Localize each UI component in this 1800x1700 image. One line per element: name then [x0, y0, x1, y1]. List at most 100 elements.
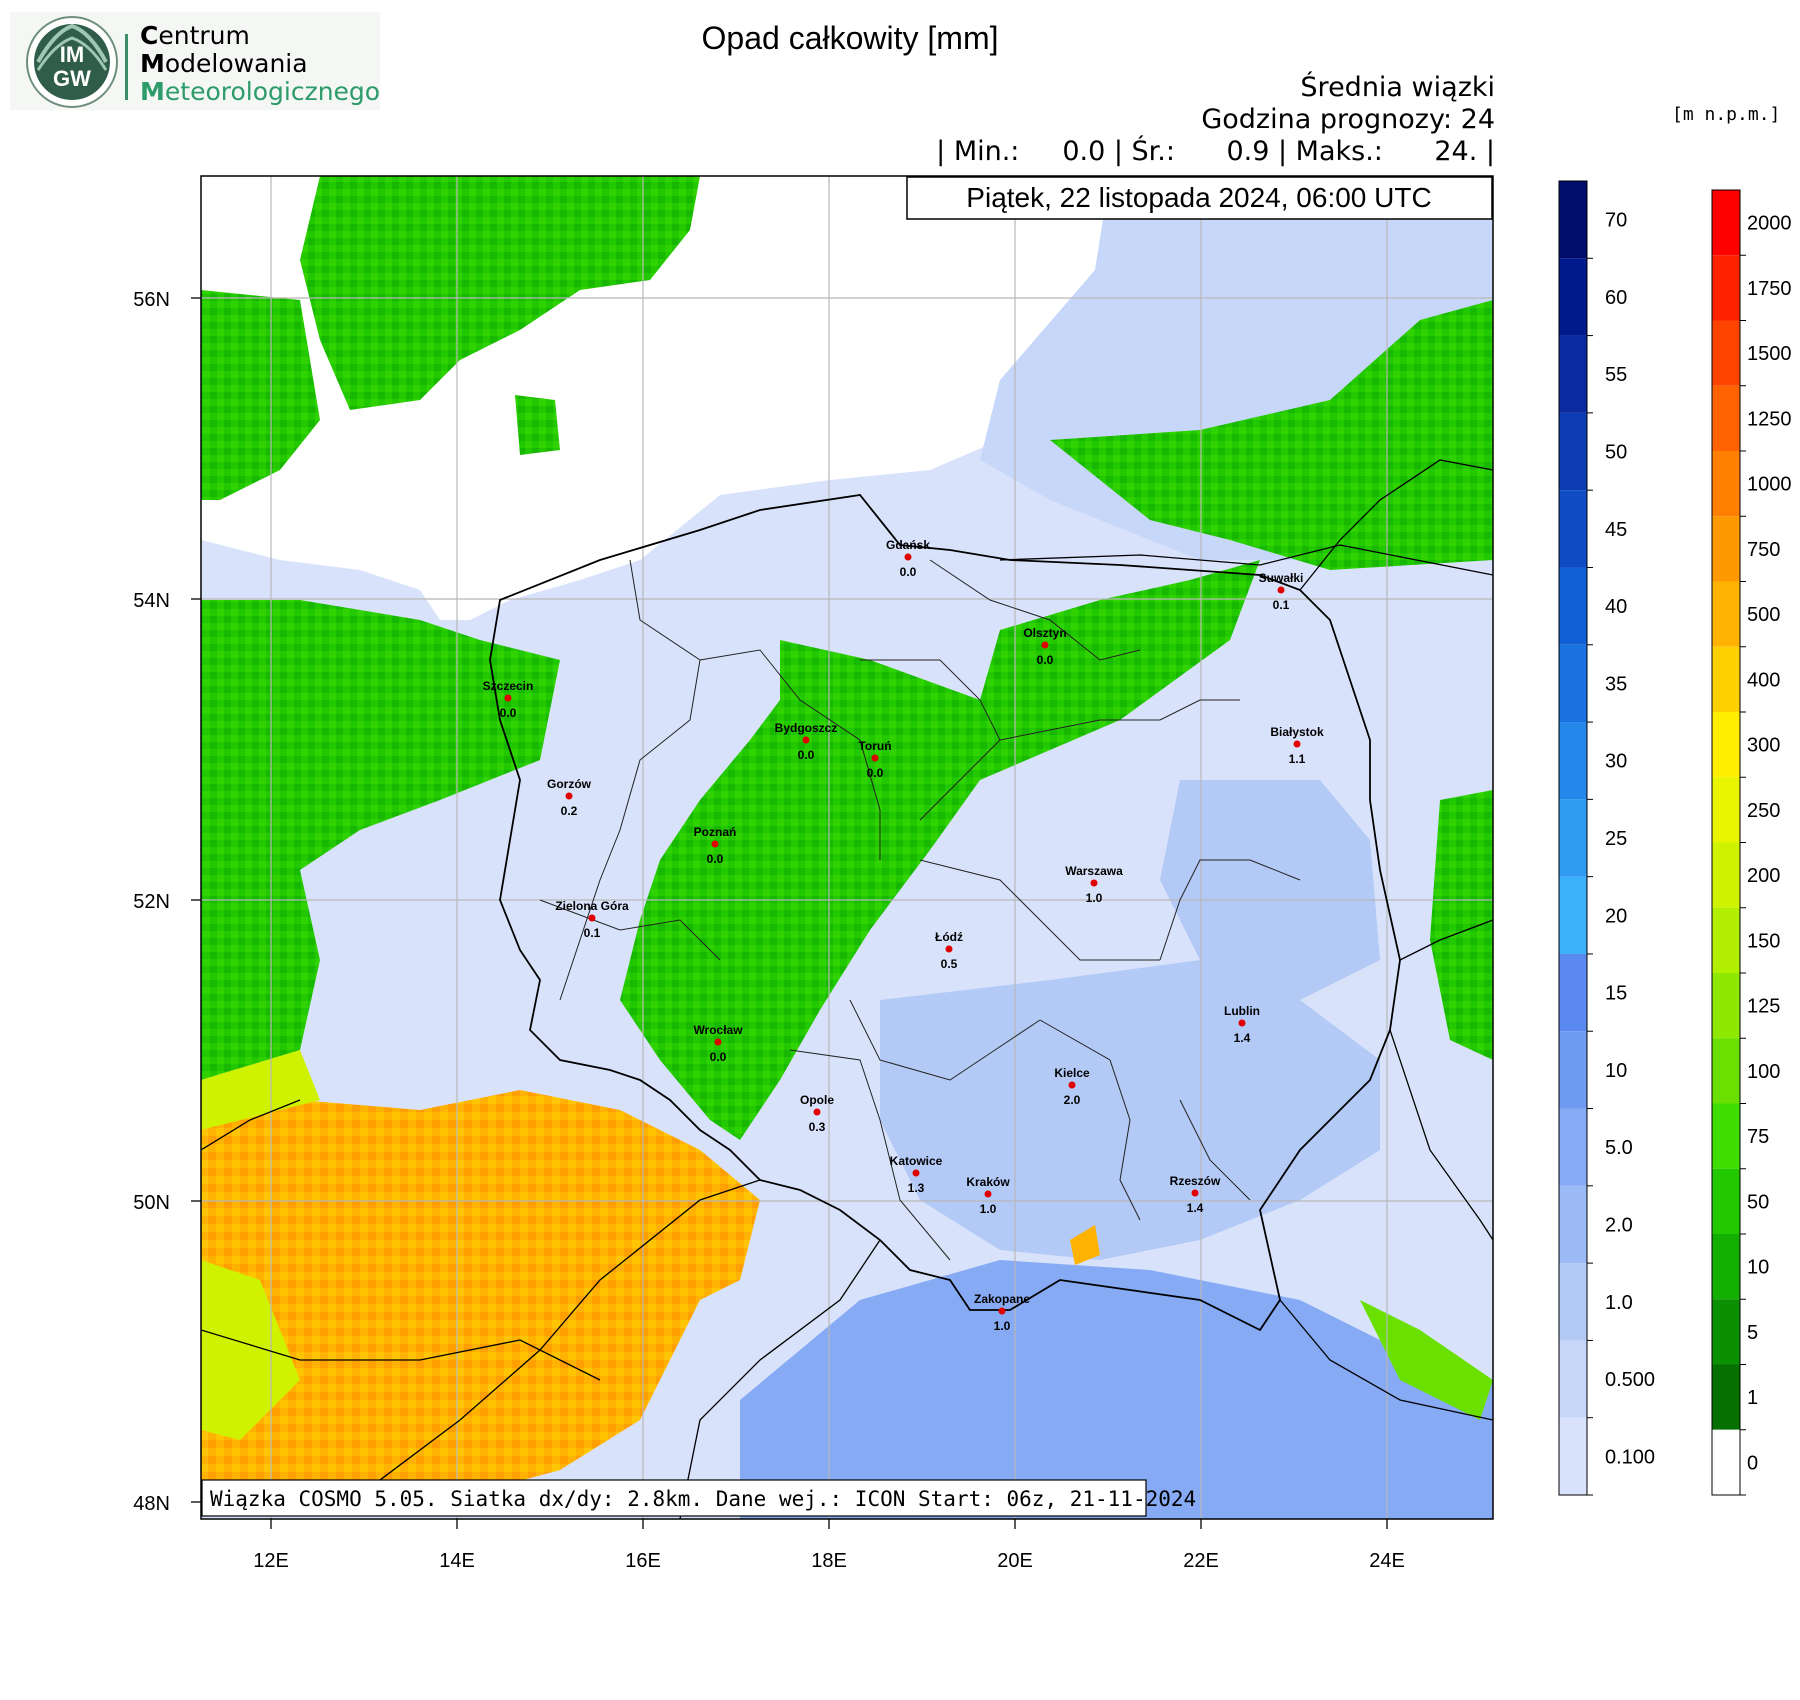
- legend-swatch: [1559, 876, 1587, 954]
- legend-swatch: [1712, 516, 1740, 582]
- legend-label: 0: [1747, 1452, 1758, 1474]
- city-marker: Bydgoszcz 0.0: [775, 721, 838, 762]
- lon-label: 18E: [811, 1550, 847, 1572]
- legend-label: 25: [1605, 828, 1627, 850]
- upland-yellow: [201, 1050, 320, 1130]
- city-value: 0.0: [1037, 653, 1054, 667]
- legend-frame: [1558, 180, 1588, 1496]
- se-corner-green: [1360, 1300, 1493, 1420]
- legend-label: 0.100: [1605, 1446, 1655, 1468]
- city-value: 0.0: [867, 766, 884, 780]
- legend-swatch: [1712, 320, 1740, 386]
- lat-labels: 56N 54N 52N 50N 48N: [133, 289, 170, 1515]
- city-dot: [904, 553, 912, 561]
- legend-swatch: [1559, 490, 1587, 568]
- legend-label: 150: [1747, 930, 1780, 952]
- city-marker: Suwałki 0.1: [1259, 571, 1304, 612]
- city-dot: [1191, 1189, 1199, 1197]
- footer-text: Wiązka COSMO 5.05. Siatka dx/dy: 2.8km. …: [210, 1487, 1196, 1511]
- city-marker: Warszawa 1.0: [1065, 864, 1123, 905]
- imgw-emblem-icon: IM GW: [26, 16, 118, 108]
- central-green-band: [620, 560, 1260, 1140]
- brand-initial-3: M: [140, 77, 165, 106]
- city-value: 1.4: [1187, 1201, 1204, 1215]
- city-marker: Gdańsk 0.0: [886, 538, 930, 579]
- brand-text: Centrum Modelowania Meteorologicznego: [140, 22, 380, 106]
- legend-swatch: [1559, 1185, 1587, 1264]
- czech-upland-orange: [201, 1090, 760, 1500]
- date-text: Piątek, 22 listopada 2024, 06:00 UTC: [966, 182, 1431, 213]
- legend-label: 100: [1747, 1061, 1780, 1083]
- map-frame: [200, 175, 1494, 1520]
- legend-label: 1: [1747, 1387, 1758, 1409]
- city-marker: Katowice 1.3: [890, 1154, 943, 1195]
- legend-swatch: [1559, 1263, 1587, 1341]
- sweden-land: [300, 176, 700, 410]
- legend-label: 0.500: [1605, 1369, 1655, 1391]
- legend-swatch: [1712, 385, 1740, 451]
- city-name: Zielona Góra: [555, 899, 629, 913]
- upland-yellow-2: [201, 1260, 300, 1440]
- legend-swatch: [1712, 1103, 1740, 1169]
- legend-swatch: [1559, 1108, 1587, 1186]
- city-marker: Gorzów 0.2: [547, 777, 592, 818]
- city-marker: Opole 0.3: [800, 1093, 834, 1134]
- city-value: 0.0: [900, 565, 917, 579]
- legend-label: 20: [1605, 905, 1627, 927]
- legend-label: 500: [1747, 604, 1780, 626]
- brand-initial-1: C: [140, 21, 159, 50]
- city-name: Lublin: [1224, 1004, 1260, 1018]
- city-name: Szczecin: [483, 679, 534, 693]
- city-dot: [565, 792, 573, 800]
- city-marker: Rzeszów 1.4: [1170, 1174, 1221, 1215]
- legend-label: 5: [1747, 1322, 1758, 1344]
- city-marker: Toruń 0.0: [858, 739, 891, 780]
- city-value: 1.1: [1289, 752, 1306, 766]
- city-marker: Wrocław 0.0: [693, 1023, 743, 1064]
- city-name: Gdańsk: [886, 538, 930, 552]
- legend-label: 1750: [1747, 278, 1792, 300]
- lon-label: 14E: [439, 1550, 475, 1572]
- legend-swatch: [1712, 842, 1740, 908]
- legend-swatch: [1712, 255, 1740, 321]
- legend-label: 35: [1605, 673, 1627, 695]
- ne-green: [1050, 300, 1493, 570]
- stats-line: | Min.: 0.0 | Śr.: 0.9 | Maks.: 24. |: [936, 136, 1495, 167]
- legend-label: 750: [1747, 539, 1780, 561]
- legend-swatch: [1712, 581, 1740, 647]
- legend-label: 2000: [1747, 213, 1792, 235]
- city-dot: [1277, 586, 1285, 594]
- city-dot: [945, 945, 953, 953]
- brand-initial-2: M: [140, 49, 165, 78]
- city-markers: Gdańsk 0.0 Szczecin 0.0 Olsztyn 0.0 Suwałki 0.1…: [483, 538, 1324, 1333]
- legend-label: 10: [1605, 1060, 1627, 1082]
- city-value: 1.4: [1234, 1031, 1251, 1045]
- legend-swatch: [1559, 1340, 1587, 1418]
- city-marker: Lublin 1.4: [1224, 1004, 1260, 1045]
- city-dot: [802, 736, 810, 744]
- lon-label: 24E: [1369, 1550, 1405, 1572]
- legend-label: 1000: [1747, 474, 1792, 496]
- city-value: 2.0: [1064, 1093, 1081, 1107]
- legend-swatch: [1712, 777, 1740, 843]
- lat-label: 50N: [133, 1192, 170, 1214]
- tatra-orange: [1070, 1225, 1100, 1265]
- city-value: 0.0: [500, 706, 517, 720]
- legend-label: 40: [1605, 596, 1627, 618]
- legend-swatch: [1559, 181, 1587, 259]
- city-name: Łódź: [935, 930, 963, 944]
- city-dot: [984, 1190, 992, 1198]
- city-marker: Poznań 0.0: [694, 825, 737, 866]
- city-dot: [813, 1108, 821, 1116]
- legend-label: 1500: [1747, 343, 1792, 365]
- city-value: 1.0: [980, 1202, 997, 1216]
- east-medium-precip: [1160, 780, 1380, 1000]
- city-name: Warszawa: [1065, 864, 1123, 878]
- city-marker: Szczecin 0.0: [483, 679, 534, 720]
- lat-label: 56N: [133, 289, 170, 311]
- city-value: 1.0: [994, 1319, 1011, 1333]
- legend-label: 55: [1605, 364, 1627, 386]
- legend-swatch: [1712, 1364, 1740, 1430]
- legend-swatch: [1712, 1429, 1740, 1495]
